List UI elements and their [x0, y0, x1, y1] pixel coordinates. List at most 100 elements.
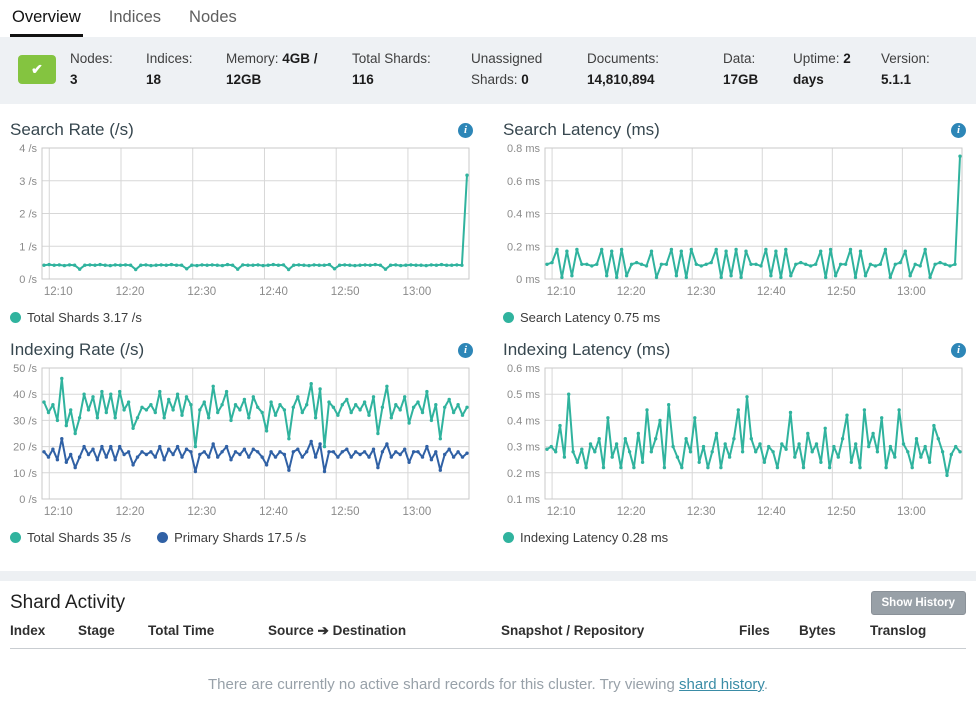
charts-grid: Search Rate (/s) i 0 /s 1 /s 2 /s 3 /s 4 /s 1… — [0, 104, 976, 565]
svg-text:0 /s: 0 /s — [19, 274, 37, 286]
svg-text:0 ms: 0 ms — [516, 274, 540, 286]
svg-text:12:10: 12:10 — [547, 506, 576, 518]
legend-label: Total Shards 35 /s — [27, 529, 132, 545]
legend-dot-icon — [10, 531, 21, 543]
stat-data: Data: 17GB — [723, 49, 769, 90]
stat-version: Version: 5.1.1 — [881, 49, 939, 90]
stat-value: 3 — [70, 71, 78, 87]
svg-text:12:50: 12:50 — [331, 286, 360, 298]
chart-title: Search Rate (/s) — [10, 120, 134, 139]
info-icon[interactable]: i — [458, 122, 473, 138]
column-snapshot-repository: Snapshot / Repository — [501, 623, 645, 638]
info-icon[interactable]: i — [458, 342, 473, 358]
stat-value: 2 days — [793, 51, 851, 87]
svg-text:0.4 ms: 0.4 ms — [507, 415, 541, 427]
svg-text:0.4 ms: 0.4 ms — [507, 209, 541, 221]
stat-value: 116 — [352, 71, 374, 87]
stat-label: Total Shards: — [352, 51, 431, 67]
svg-text:12:50: 12:50 — [827, 506, 856, 518]
svg-text:50 /s: 50 /s — [13, 363, 37, 375]
svg-text:12:50: 12:50 — [331, 506, 360, 518]
chart-legend: Search Latency 0.75 ms — [503, 307, 966, 327]
stat-label: Unassigned Shards: — [471, 51, 543, 87]
svg-text:10 /s: 10 /s — [13, 468, 37, 480]
legend-label: Search Latency 0.75 ms — [520, 309, 661, 325]
chart-search-rate: Search Rate (/s) i 0 /s 1 /s 2 /s 3 /s 4 /s 1… — [10, 117, 473, 327]
chart-indexing-latency: Indexing Latency (ms) i 0.1 ms 0.2 ms 0.3 … — [503, 337, 966, 547]
svg-text:0.3 ms: 0.3 ms — [507, 442, 541, 454]
svg-text:12:40: 12:40 — [757, 286, 786, 298]
svg-text:12:10: 12:10 — [44, 286, 73, 298]
stat-documents: Documents: 14,810,894 — [587, 49, 699, 90]
info-icon[interactable]: i — [951, 122, 966, 138]
shard-table-header: Index Stage Total Time Source ➔ Destinat… — [10, 623, 966, 649]
legend-label: Total Shards 3.17 /s — [27, 309, 142, 325]
chart-plot: 0 ms 0.2 ms 0.4 ms 0.6 ms 0.8 ms 12:10 12:20 12… — [503, 143, 966, 306]
stat-total-shards: Total Shards: 116 — [352, 49, 447, 90]
column-source-destination: Source ➔ Destination — [268, 623, 407, 638]
shard-activity-section: Shard Activity Show History Index Stage … — [0, 591, 976, 693]
svg-text:13:00: 13:00 — [897, 286, 926, 298]
legend-label: Primary Shards 17.5 /s — [174, 529, 307, 545]
stat-uptime: Uptime: 2 days — [793, 49, 857, 90]
svg-text:0 /s: 0 /s — [19, 494, 37, 506]
tab-overview[interactable]: Overview — [10, 0, 83, 37]
stat-indices: Indices: 18 — [146, 49, 202, 90]
chart-indexing-rate: Indexing Rate (/s) i 0 /s 10 /s 20 /s 30 /s… — [10, 337, 473, 547]
svg-text:30 /s: 30 /s — [13, 415, 37, 427]
svg-text:12:10: 12:10 — [44, 506, 73, 518]
svg-text:12:50: 12:50 — [827, 286, 856, 298]
svg-text:3 /s: 3 /s — [19, 176, 37, 188]
svg-text:12:20: 12:20 — [617, 506, 646, 518]
stat-label: Data: — [723, 51, 756, 67]
legend-dot-icon — [503, 311, 514, 323]
stat-label: Nodes: — [70, 51, 113, 67]
legend-item: Indexing Latency 0.28 ms — [503, 530, 668, 545]
svg-text:20 /s: 20 /s — [13, 442, 37, 454]
svg-text:12:40: 12:40 — [757, 506, 786, 518]
svg-text:12:30: 12:30 — [687, 286, 716, 298]
column-index: Index — [10, 623, 46, 638]
svg-text:12:30: 12:30 — [687, 506, 716, 518]
svg-text:12:40: 12:40 — [259, 286, 288, 298]
legend-dot-icon — [157, 531, 169, 543]
legend-item: Total Shards 3.17 /s — [10, 310, 142, 325]
chart-title: Search Latency (ms) — [503, 120, 660, 139]
chart-legend: Total Shards 3.17 /s — [10, 307, 473, 327]
stat-memory: Memory: 4GB / 12GB — [226, 49, 328, 90]
legend-dot-icon — [10, 311, 21, 323]
show-history-button[interactable]: Show History — [870, 591, 966, 615]
svg-text:2 /s: 2 /s — [19, 209, 37, 221]
stat-value: 5.1.1 — [881, 71, 912, 87]
svg-text:12:30: 12:30 — [187, 286, 216, 298]
stat-value: 17GB — [723, 71, 759, 87]
health-check-icon: ✔ — [18, 55, 56, 84]
tab-indices[interactable]: Indices — [108, 8, 162, 26]
stat-value: 4GB / 12GB — [226, 51, 318, 87]
chart-search-latency: Search Latency (ms) i 0 ms 0.2 ms 0.4 ms 0.… — [503, 117, 966, 327]
chart-plot: 0 /s 1 /s 2 /s 3 /s 4 /s 12:10 12:20 12:30 12:40… — [10, 143, 473, 306]
stat-value: 0 — [521, 71, 529, 87]
shard-activity-title: Shard Activity — [10, 592, 126, 613]
chart-plot: 0.1 ms 0.2 ms 0.3 ms 0.4 ms 0.5 ms 0.6 ms 12:1… — [503, 363, 966, 526]
svg-text:13:00: 13:00 — [403, 286, 432, 298]
svg-text:13:00: 13:00 — [897, 506, 926, 518]
svg-text:0.2 ms: 0.2 ms — [507, 468, 541, 480]
svg-text:0.1 ms: 0.1 ms — [507, 494, 541, 506]
stat-nodes: Nodes: 3 — [70, 49, 122, 90]
stat-value: 18 — [146, 71, 162, 87]
chart-title: Indexing Latency (ms) — [503, 340, 671, 359]
column-stage: Stage — [78, 623, 115, 638]
column-translog: Translog — [870, 623, 927, 638]
legend-item: Total Shards 35 /s — [10, 530, 131, 545]
legend-item: Primary Shards 17.5 /s — [157, 530, 306, 545]
svg-text:12:20: 12:20 — [116, 286, 145, 298]
svg-text:13:00: 13:00 — [403, 506, 432, 518]
info-icon[interactable]: i — [951, 342, 966, 358]
legend-label: Indexing Latency 0.28 ms — [520, 529, 669, 545]
svg-text:0.6 ms: 0.6 ms — [507, 176, 541, 188]
chart-plot: 0 /s 10 /s 20 /s 30 /s 40 /s 50 /s 12:10 12:20 1… — [10, 363, 473, 526]
tab-nodes[interactable]: Nodes — [189, 8, 237, 26]
stat-label: Indices: — [146, 51, 193, 67]
svg-text:12:40: 12:40 — [259, 506, 288, 518]
